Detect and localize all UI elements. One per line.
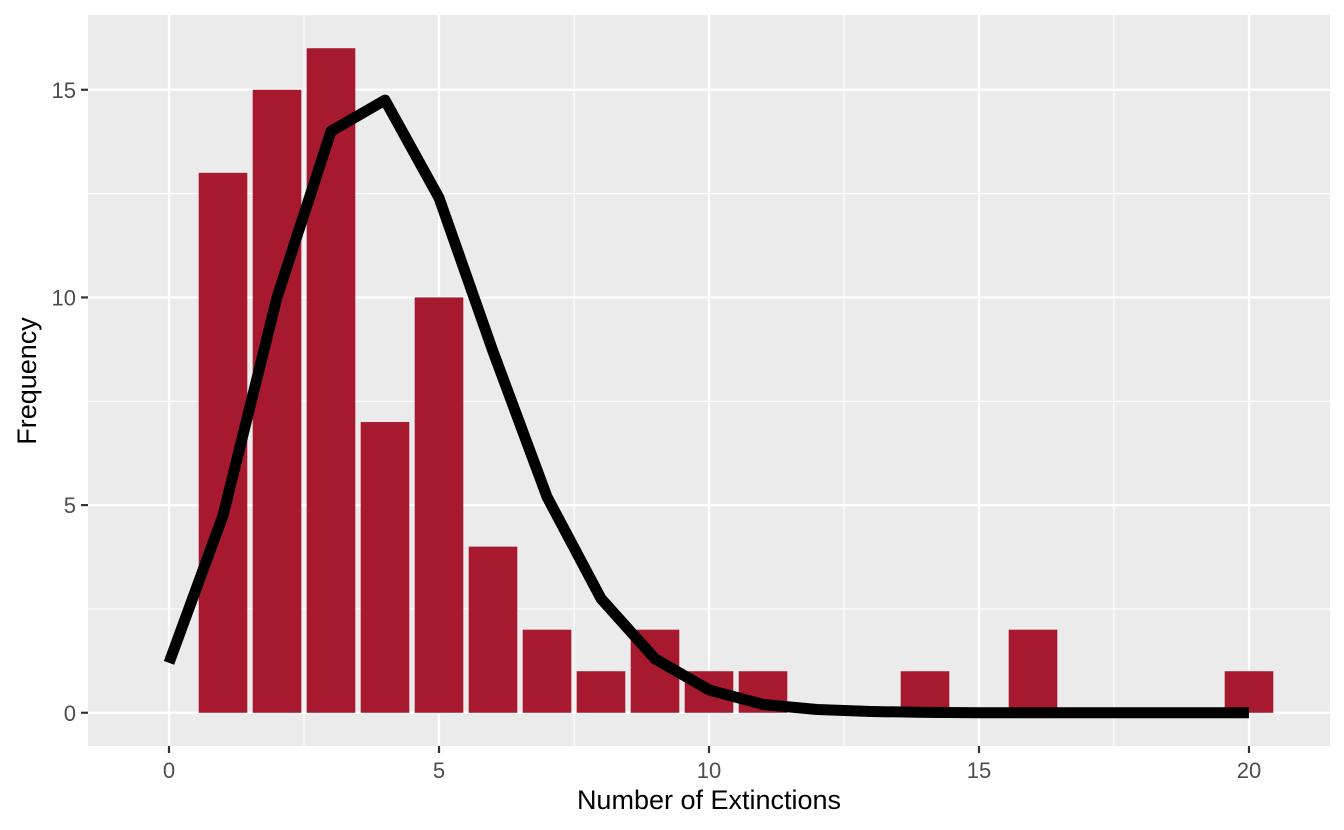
bar: [468, 546, 518, 713]
bar: [414, 297, 464, 713]
x-axis-title: Number of Extinctions: [577, 785, 841, 815]
x-tick-label: 0: [163, 758, 175, 783]
x-tick-label: 5: [433, 758, 445, 783]
x-tick-label: 15: [967, 758, 991, 783]
x-tick-label: 10: [697, 758, 721, 783]
curve-line: [163, 94, 1249, 719]
bar: [306, 48, 356, 713]
bar: [576, 671, 626, 713]
y-tick-label: 10: [52, 285, 76, 310]
bar: [1224, 671, 1274, 713]
bar-series: [198, 48, 1274, 713]
bar: [1008, 629, 1058, 713]
y-axis: 0 5 10 15: [52, 78, 88, 726]
bar: [900, 671, 950, 713]
bar: [522, 629, 572, 713]
x-axis: 0 5 10 15 20: [163, 746, 1261, 783]
bar: [360, 422, 410, 713]
y-tick-label: 15: [52, 78, 76, 103]
fit-curve: [163, 94, 1249, 719]
y-tick-label: 0: [64, 701, 76, 726]
y-axis-title: Frequency: [12, 317, 42, 445]
bar: [252, 89, 302, 713]
y-tick-label: 5: [64, 493, 76, 518]
x-tick-label: 20: [1237, 758, 1261, 783]
